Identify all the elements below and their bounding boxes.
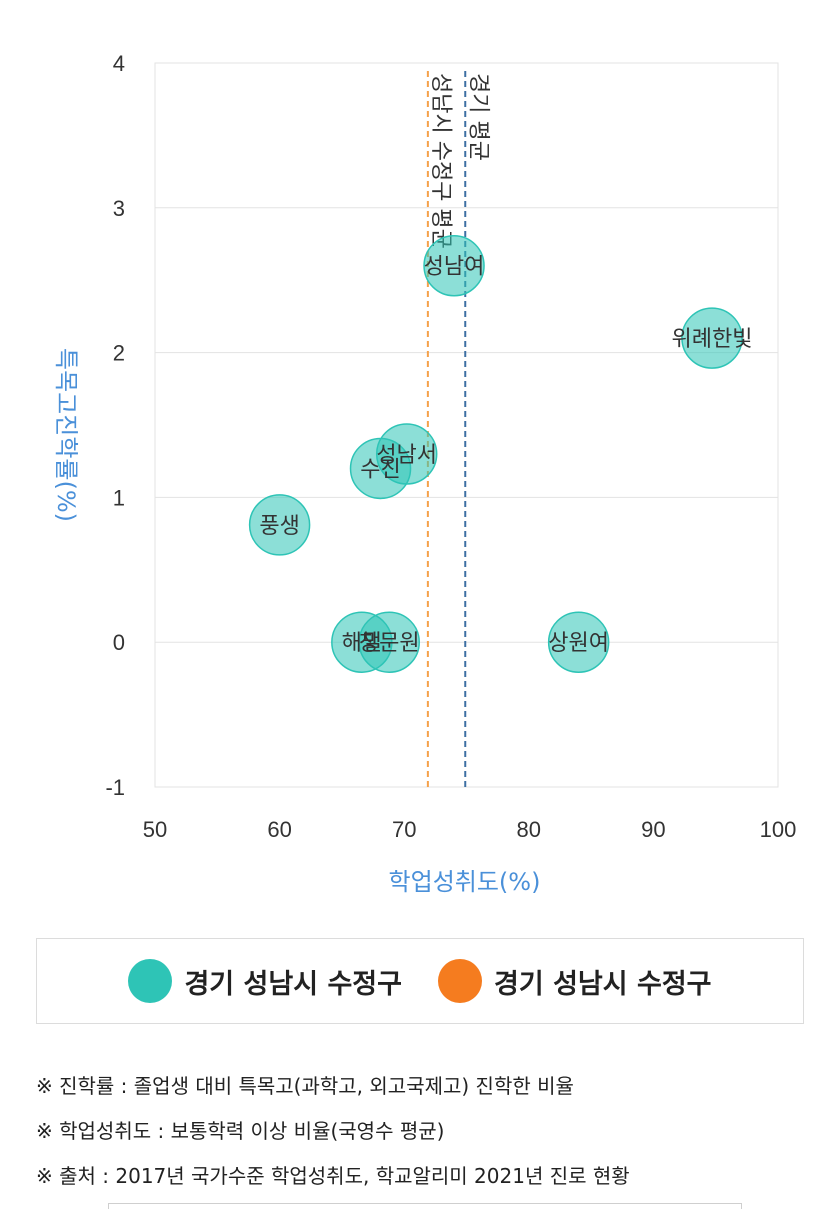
- chart-canvas: -1 0 1 2 3 4 50 60 70 80 90 100 학업성취도(%) 특목고진학률(%) 성남시…: [52, 51, 797, 896]
- legend: 경기 성남시 수정구 경기 성남시 수정구: [36, 938, 804, 1024]
- data-point-label: 위례한빛: [671, 327, 752, 352]
- data-point-label: 풍생: [259, 514, 299, 539]
- legend-swatch-orange: [438, 959, 482, 1003]
- legend-label: 경기 성남시 수정구: [494, 968, 712, 1000]
- data-point: [681, 307, 743, 369]
- data-point-label: 성남여: [424, 255, 485, 280]
- bottom-edge-element: [108, 1203, 742, 1209]
- data-point: [358, 611, 420, 673]
- y-tick-label: 1: [113, 485, 125, 510]
- y-tick-label: 3: [113, 196, 125, 221]
- legend-label: 경기 성남시 수정구: [184, 968, 402, 1000]
- reference-line-label: 경기 평균: [465, 73, 490, 161]
- footnote-advancement-rate: ※ 진학률 : 졸업생 대비 특목고(과학고, 외고국제고) 진학한 비율: [36, 1074, 574, 1098]
- y-tick-label: 0: [113, 630, 125, 655]
- x-tick-label: 100: [760, 817, 797, 842]
- plot-area: [154, 62, 779, 788]
- legend-item-school-points[interactable]: 경기 성남시 수정구: [128, 959, 402, 1003]
- reference-line-label: 성남시 수정구 평균: [428, 73, 453, 249]
- x-tick-label: 90: [641, 817, 665, 842]
- footnote-source: ※ 출처 : 2017년 국가수준 학업성취도, 학교알리미 2021년 진로 …: [36, 1164, 630, 1188]
- data-point-label: 성남서: [376, 443, 437, 468]
- legend-item-district-average[interactable]: 경기 성남시 수정구: [438, 959, 712, 1003]
- data-point-label: 해밀: [342, 631, 382, 656]
- data-point-label: 수진: [360, 457, 400, 482]
- footnotes: ※ 진학률 : 졸업생 대비 특목고(과학고, 외고국제고) 진학한 비율 ※ …: [36, 1064, 630, 1199]
- data-point: [248, 494, 311, 556]
- scatter-chart: -1 0 1 2 3 4 50 60 70 80 90 100 학업성취도(%) 특목고진학률(%) 성남시…: [52, 51, 797, 896]
- data-point-label: 창문원: [359, 631, 420, 656]
- x-tick-label: 60: [267, 817, 291, 842]
- x-tick-label: 50: [143, 817, 167, 842]
- x-tick-label: 80: [517, 817, 541, 842]
- y-axis-title: 특목고진학률(%): [52, 348, 80, 522]
- footnote-achievement: ※ 학업성취도 : 보통학력 이상 비율(국영수 평균): [36, 1119, 445, 1143]
- y-tick-label: 2: [113, 341, 125, 366]
- y-tick-label: -1: [105, 775, 125, 800]
- data-point: [547, 611, 610, 673]
- x-tick-label: 70: [392, 817, 416, 842]
- legend-swatch-teal: [128, 959, 173, 1003]
- data-point-label: 상원여: [548, 631, 609, 656]
- y-tick-label: 4: [113, 51, 125, 76]
- x-axis-title: 학업성취도(%): [389, 868, 541, 896]
- data-point: [423, 234, 485, 297]
- data-point: [349, 437, 412, 500]
